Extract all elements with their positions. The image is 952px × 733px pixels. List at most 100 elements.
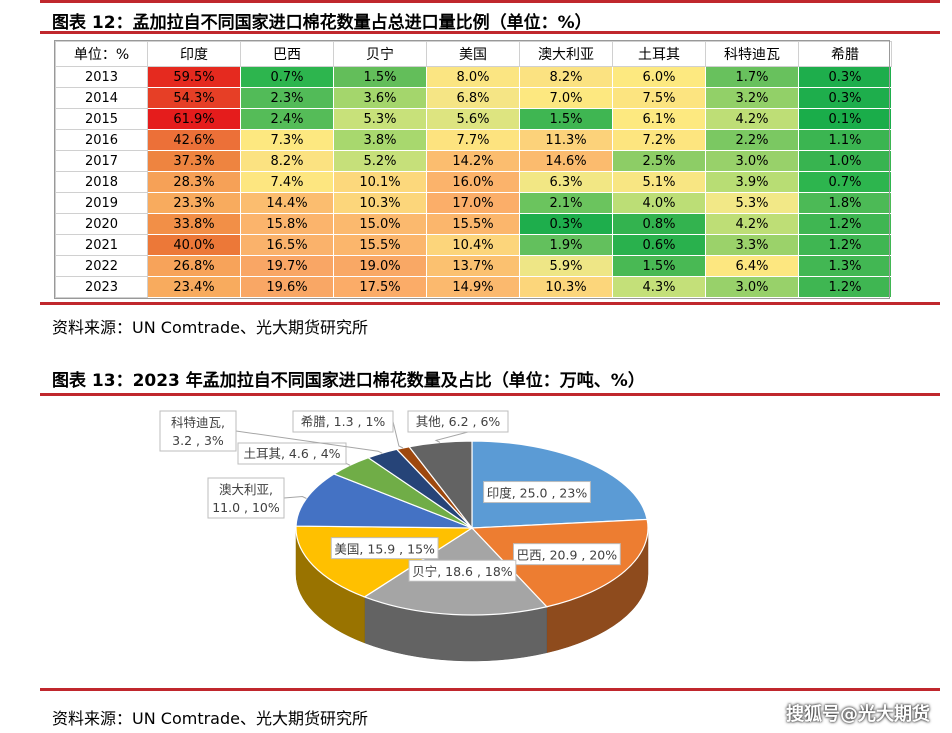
year-cell: 2016 xyxy=(55,129,148,151)
figure13-title-rule xyxy=(40,393,940,396)
share-cell: 1.0% xyxy=(798,150,892,172)
share-cell: 7.5% xyxy=(612,87,706,109)
year-cell: 2017 xyxy=(55,150,148,172)
share-cell: 6.1% xyxy=(612,108,706,130)
year-cell: 2021 xyxy=(55,234,148,256)
year-cell: 2015 xyxy=(55,108,148,130)
share-cell: 4.2% xyxy=(705,108,799,130)
share-cell: 19.0% xyxy=(333,255,427,277)
year-cell: 2013 xyxy=(55,66,148,88)
year-cell: 2020 xyxy=(55,213,148,235)
header-country: 巴西 xyxy=(240,41,334,67)
share-cell: 2.3% xyxy=(240,87,334,109)
share-cell: 10.3% xyxy=(519,276,613,298)
pie-label-box xyxy=(159,410,237,452)
table-row: 2015 61.9% 2.4% 5.3% 5.6% 1.5% 6.1% 4.2% 0.1% xyxy=(55,108,892,130)
share-cell: 5.2% xyxy=(333,150,427,172)
share-cell: 0.7% xyxy=(798,171,892,193)
share-cell: 1.3% xyxy=(798,255,892,277)
table-row: 2020 33.8% 15.8% 15.0% 15.5% 0.3% 0.8% 4.2% 1.2% xyxy=(55,213,892,235)
header-unit: 单位：% xyxy=(55,41,148,67)
share-cell: 0.3% xyxy=(798,87,892,109)
pie-label-box xyxy=(330,537,439,560)
pie-label-box xyxy=(512,543,621,566)
pie-leader-line xyxy=(235,430,383,454)
share-cell: 1.2% xyxy=(798,276,892,298)
share-cell: 5.6% xyxy=(426,108,520,130)
share-cell: 15.5% xyxy=(426,213,520,235)
share-cell: 15.0% xyxy=(333,213,427,235)
share-cell: 28.3% xyxy=(147,171,241,193)
year-cell: 2019 xyxy=(55,192,148,214)
header-country: 希腊 xyxy=(798,41,892,67)
share-cell: 3.2% xyxy=(705,87,799,109)
year-cell: 2022 xyxy=(55,255,148,277)
table-row: 2022 26.8% 19.7% 19.0% 13.7% 5.9% 1.5% 6.4% 1.3% xyxy=(55,255,892,277)
share-cell: 10.1% xyxy=(333,171,427,193)
share-cell: 23.4% xyxy=(147,276,241,298)
pie-top xyxy=(295,440,649,616)
table-row: 2017 37.3% 8.2% 5.2% 14.2% 14.6% 2.5% 3.0% 1.0% xyxy=(55,150,892,172)
table-row: 2023 23.4% 19.6% 17.5% 14.9% 10.3% 4.3% 3.0% 1.2… xyxy=(55,276,892,298)
share-cell: 0.7% xyxy=(240,66,334,88)
pie-label: 巴西, 20.9 , 20% xyxy=(517,548,618,563)
share-cell: 3.0% xyxy=(705,150,799,172)
share-cell: 7.2% xyxy=(612,129,706,151)
share-cell: 61.9% xyxy=(147,108,241,130)
share-cell: 7.7% xyxy=(426,129,520,151)
table-row: 2021 40.0% 16.5% 15.5% 10.4% 1.9% 0.6% 3.3% 1.2% xyxy=(55,234,892,256)
figure13-source: 资料来源：UN Comtrade、光大期货研究所 xyxy=(52,709,368,728)
header-country: 澳大利亚 xyxy=(519,41,613,67)
share-cell: 16.0% xyxy=(426,171,520,193)
pie-label: 其他, 6.2 , 6% xyxy=(416,414,501,429)
share-cell: 7.0% xyxy=(519,87,613,109)
share-cell: 2.1% xyxy=(519,192,613,214)
pie-label: 希腊, 1.3 , 1% xyxy=(301,414,386,429)
header-country: 美国 xyxy=(426,41,520,67)
table-row: 2018 28.3% 7.4% 10.1% 16.0% 6.3% 5.1% 3.9% 0.7% xyxy=(55,171,892,193)
share-cell: 0.3% xyxy=(798,66,892,88)
pie-slice xyxy=(295,473,473,529)
watermark: 搜狐号@光大期货 xyxy=(786,704,930,725)
table-row: 2014 54.3% 2.3% 3.6% 6.8% 7.0% 7.5% 3.2% 0.3% xyxy=(55,87,892,109)
share-cell: 3.0% xyxy=(705,276,799,298)
share-cell: 14.4% xyxy=(240,192,334,214)
figure12-source: 资料来源：UN Comtrade、光大期货研究所 xyxy=(52,318,368,337)
share-cell: 37.3% xyxy=(147,150,241,172)
share-cell: 1.5% xyxy=(333,66,427,88)
figure12-title: 图表 12：孟加拉自不同国家进口棉花数量占总进口量比例（单位：%） xyxy=(52,13,592,33)
header-country: 科特迪瓦 xyxy=(705,41,799,67)
pie-label-box xyxy=(407,410,509,433)
share-cell: 1.8% xyxy=(798,192,892,214)
share-cell: 33.8% xyxy=(147,213,241,235)
pie-label-box xyxy=(292,410,394,433)
figure12-title-rule xyxy=(40,31,940,34)
share-cell: 54.3% xyxy=(147,87,241,109)
table-row: 2016 42.6% 7.3% 3.8% 7.7% 11.3% 7.2% 2.2% 1.1% xyxy=(55,129,892,151)
pie-label-box xyxy=(237,442,347,465)
share-cell: 4.3% xyxy=(612,276,706,298)
share-cell: 1.5% xyxy=(519,108,613,130)
share-cell: 8.2% xyxy=(240,150,334,172)
share-cell: 6.3% xyxy=(519,171,613,193)
share-cell: 5.1% xyxy=(612,171,706,193)
share-cell: 40.0% xyxy=(147,234,241,256)
pie-label: 美国, 15.9 , 15% xyxy=(334,542,435,557)
share-cell: 15.8% xyxy=(240,213,334,235)
share-cell: 1.2% xyxy=(798,213,892,235)
share-cell: 14.6% xyxy=(519,150,613,172)
share-cell: 0.6% xyxy=(612,234,706,256)
share-cell: 8.0% xyxy=(426,66,520,88)
pie-label-box xyxy=(408,559,517,582)
share-cell: 8.2% xyxy=(519,66,613,88)
share-cell: 2.5% xyxy=(612,150,706,172)
share-cell: 2.4% xyxy=(240,108,334,130)
share-cell: 5.3% xyxy=(333,108,427,130)
share-cell: 23.3% xyxy=(147,192,241,214)
pie-label: 科特迪瓦, xyxy=(171,415,225,430)
share-cell: 19.6% xyxy=(240,276,334,298)
share-cell: 16.5% xyxy=(240,234,334,256)
share-cell: 7.3% xyxy=(240,129,334,151)
share-cell: 14.2% xyxy=(426,150,520,172)
share-cell: 42.6% xyxy=(147,129,241,151)
